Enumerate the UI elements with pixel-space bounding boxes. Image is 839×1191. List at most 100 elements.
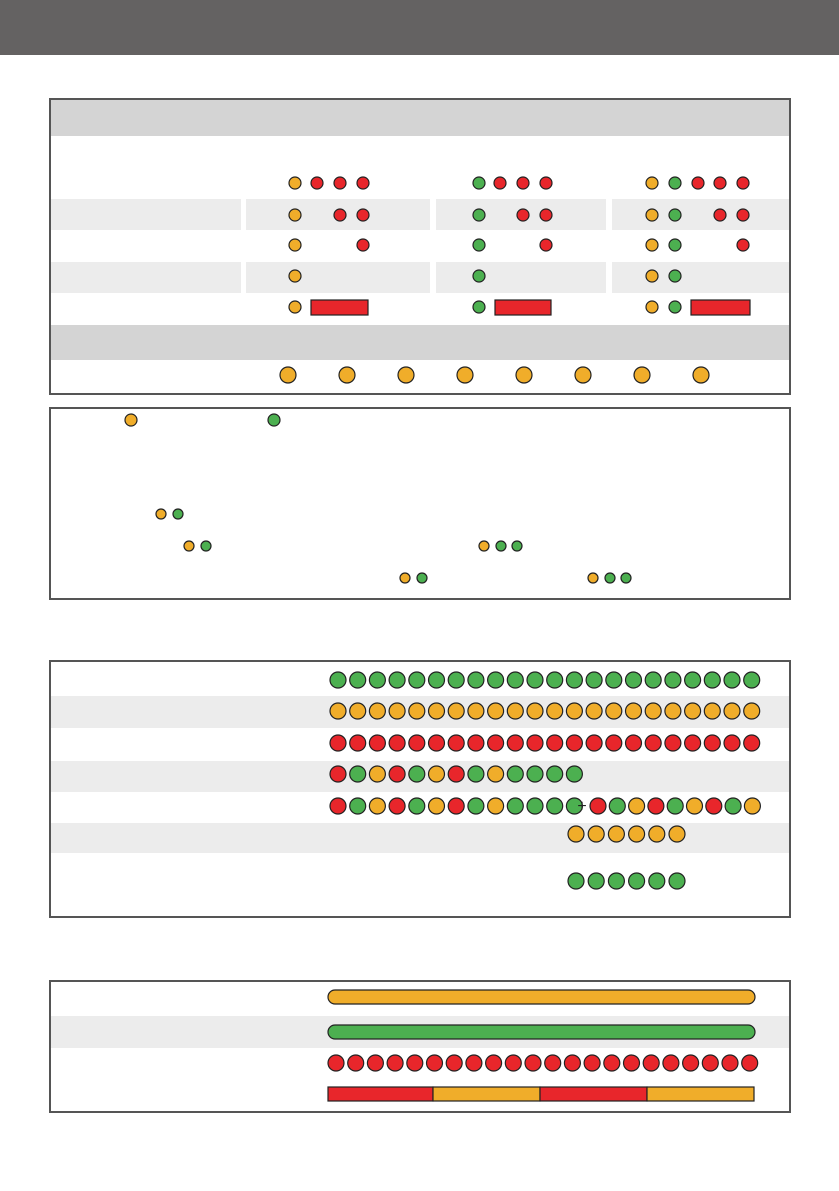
led-dot — [427, 765, 446, 783]
led-dot — [329, 702, 347, 720]
led-dot — [386, 1054, 404, 1072]
led-dot — [668, 176, 682, 190]
led-dot — [585, 671, 603, 689]
led-dot — [467, 671, 485, 689]
led-dot — [349, 671, 367, 689]
led-dot — [447, 671, 465, 689]
led-dot — [506, 734, 524, 752]
led-dot — [526, 765, 544, 783]
led-dot — [587, 825, 605, 843]
led-dot — [666, 797, 684, 815]
led-dot — [603, 1054, 621, 1072]
led-dot — [487, 671, 505, 689]
led-dot — [668, 300, 682, 314]
led-dot — [546, 797, 564, 815]
led-dot — [664, 734, 682, 752]
red-bar — [310, 299, 369, 316]
led-dot — [741, 1054, 759, 1072]
led-dot — [267, 413, 281, 427]
led-dot — [310, 176, 324, 190]
led-dot — [487, 765, 505, 783]
led-dot — [627, 825, 646, 843]
row-band — [51, 199, 241, 230]
led-dot — [565, 765, 584, 783]
row-band — [612, 262, 789, 293]
led-dot — [408, 765, 426, 783]
led-dot — [408, 671, 426, 689]
led-dot — [368, 797, 386, 815]
led-dot — [736, 176, 750, 190]
led-dot — [338, 366, 356, 384]
row-band — [436, 262, 606, 293]
led-dot — [736, 238, 750, 252]
row-band — [51, 823, 789, 853]
led-dot — [279, 366, 297, 384]
led-dot — [546, 734, 564, 752]
led-dot — [526, 797, 544, 815]
led-dot — [664, 702, 682, 720]
led-dot — [399, 572, 411, 584]
led-dot — [546, 671, 564, 689]
led-dot — [467, 797, 485, 815]
led-dot — [408, 702, 426, 720]
led-dot — [645, 176, 659, 190]
led-dot — [723, 702, 741, 720]
led-dot — [155, 508, 167, 520]
led-dot — [333, 176, 347, 190]
led-dot — [668, 825, 686, 843]
led-dot — [465, 1054, 483, 1072]
led-dot — [487, 734, 505, 752]
led-dot — [487, 797, 505, 815]
bar-segment — [646, 1086, 755, 1102]
led-dot — [329, 671, 347, 689]
led-dot — [427, 702, 446, 720]
led-dot — [685, 797, 704, 815]
content: + — [49, 98, 791, 1113]
led-dot — [447, 702, 465, 720]
header-row — [51, 325, 789, 360]
led-dot — [565, 797, 584, 815]
led-dot — [605, 702, 623, 720]
led-dot — [427, 734, 446, 752]
led-dot — [583, 1054, 601, 1072]
led-dot — [546, 765, 564, 783]
red-bar — [494, 299, 552, 316]
led-dot — [493, 176, 507, 190]
led-dot — [624, 671, 643, 689]
header-row — [51, 100, 789, 136]
bar-segment — [539, 1086, 648, 1102]
led-dot — [447, 765, 465, 783]
led-dot — [366, 1054, 384, 1072]
led-dot — [388, 734, 406, 752]
led-dot — [683, 671, 702, 689]
led-dot — [713, 176, 727, 190]
led-dot — [327, 1054, 345, 1072]
led-dot — [668, 269, 682, 283]
led-dot — [329, 734, 347, 752]
led-dot — [472, 238, 486, 252]
led-dot — [681, 1054, 700, 1072]
table-frame — [49, 407, 791, 600]
led-dot — [349, 734, 367, 752]
led-dot — [288, 208, 302, 222]
led-dot — [668, 238, 682, 252]
led-dot — [511, 540, 523, 552]
led-dot — [408, 734, 426, 752]
led-dot — [425, 1054, 444, 1072]
led-dot — [539, 208, 553, 222]
led-dot — [388, 797, 406, 815]
led-dot — [526, 702, 544, 720]
led-dot — [605, 734, 623, 752]
led-dot — [683, 734, 702, 752]
led-dot — [516, 208, 530, 222]
led-dot — [585, 702, 603, 720]
led-dot — [288, 238, 302, 252]
led-dot — [589, 797, 607, 815]
led-dot — [506, 797, 524, 815]
led-dot — [124, 413, 138, 427]
led-dot — [406, 1054, 424, 1072]
bar-segment — [432, 1086, 541, 1102]
led-dot — [288, 300, 302, 314]
led-dot — [723, 734, 741, 752]
